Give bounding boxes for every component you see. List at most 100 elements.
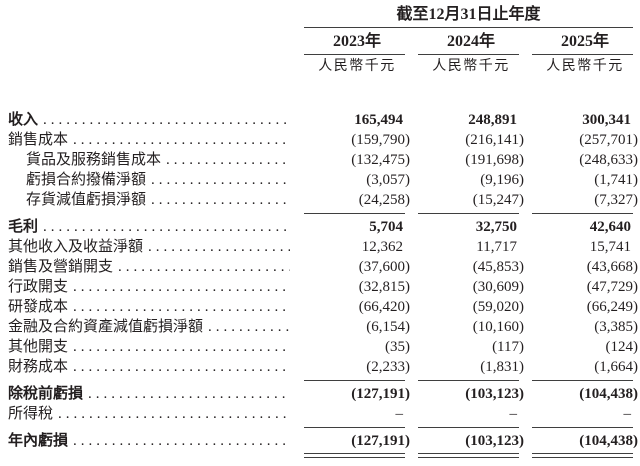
row-label: 銷售成本 [8,132,69,148]
cell-2023: 5,704 [369,219,403,235]
cell-2024: (10,160) [472,319,524,335]
dot-leader [151,190,290,210]
cell-2023: (159,790) [351,132,410,148]
dot-leader [118,257,290,277]
cell-2025: (104,438) [579,433,638,449]
column-rule [304,213,405,214]
row-label: 收入 [8,112,39,128]
cell-2023: (37,600) [358,259,410,275]
cell-2025: (47,729) [586,279,638,295]
dot-leader [73,297,290,317]
row-label: 其他收入及收益淨額 [8,239,144,255]
row-cost-of-sales: 銷售成本 (159,790) (216,141) (257,701) [8,130,638,150]
header-columns: 截至12月31日止年度 2023年 2024年 2025年 人民幣千元 人民幣千… [296,5,638,76]
cell-2025: (7,327) [594,192,638,208]
row-label: 年內虧損 [8,433,69,449]
column-rule [418,380,519,381]
cell-2023: (35) [385,339,410,355]
row-income-tax: 所得稅 – – – [8,404,638,424]
dot-leader [208,317,290,337]
cell-2025: (124) [605,339,639,355]
year-2024: 2024年 [446,33,495,50]
unit-row: 人民幣千元 人民幣千元 人民幣千元 [296,55,638,76]
row-selling-marketing-expenses: 銷售及營銷開支 (37,600) (45,853) (43,668) [8,257,638,277]
cell-2023: 12,362 [361,239,403,255]
cell-2023: (127,191) [351,433,410,449]
unit-label: 人民幣千元 [546,59,624,74]
dot-leader [73,277,290,297]
cell-2024: (59,020) [472,299,524,315]
row-rd-costs: 研發成本 (66,420) (59,020) (66,249) [8,297,638,317]
cell-2024: (103,123) [465,433,524,449]
cell-2023: – [395,406,404,422]
row-other-income: 其他收入及收益淨額 12,362 11,717 15,741 [8,237,638,257]
row-onerous-contract-provision: 虧損合約撥備淨額 (3,057) (9,196) (1,741) [8,170,638,190]
unit-label: 人民幣千元 [432,59,510,74]
cell-2024: 248,891 [468,112,517,128]
table-body: 收入 165,494 248,891 300,341 銷售成本 (159,790… [8,110,638,460]
year-rule-row [296,51,638,55]
row-other-expenses: 其他開支 (35) (117) (124) [8,337,638,357]
dot-leader [73,431,290,451]
row-label: 財務成本 [8,359,69,375]
cell-2023: (6,154) [366,319,410,335]
dot-leader [148,237,290,257]
row-cost-of-goods-and-services: 貨品及服務銷售成本 (132,475) (191,698) (248,633) [8,150,638,170]
row-revenue: 收入 165,494 248,891 300,341 [8,110,638,130]
year-rule [418,54,519,55]
cell-2024: 32,750 [475,219,517,235]
row-label: 行政開支 [8,279,69,295]
year-2023: 2023年 [332,33,381,50]
column-rule [304,380,405,381]
dot-leader [151,170,290,190]
cell-2025: (257,701) [579,132,638,148]
cell-2023: (32,815) [358,279,410,295]
double-rule [532,453,633,458]
header-spacer [8,5,296,76]
dot-leader [88,384,290,404]
cell-2024: – [509,406,518,422]
cell-2024: (216,141) [465,132,524,148]
cell-2025: (1,664) [594,359,638,375]
cell-2024: (15,247) [472,192,524,208]
cell-2023: (132,475) [351,152,410,168]
cell-2025: (248,633) [579,152,638,168]
row-loss-for-year: 年內虧損 (127,191) (103,123) (104,438) [8,431,638,451]
cell-2023: (127,191) [351,386,410,402]
row-label: 銷售及營銷開支 [8,259,114,275]
cell-2025: 42,640 [589,219,631,235]
double-rule [304,453,405,458]
column-rule [532,380,633,381]
cell-2024: (45,853) [472,259,524,275]
row-financial-contract-asset-impairment: 金融及合約資產減值虧損淨額 (6,154) (10,160) (3,385) [8,317,638,337]
row-label: 貨品及服務銷售成本 [26,152,162,168]
column-rule [532,213,633,214]
cell-2025: 15,741 [589,239,631,255]
row-administrative-expenses: 行政開支 (32,815) (30,609) (47,729) [8,277,638,297]
subtotal-rule-row [8,210,638,217]
cell-2024: (30,609) [472,279,524,295]
row-label: 存貨減值虧損淨額 [26,192,147,208]
cell-2024: (191,698) [465,152,524,168]
year-rule [304,54,405,55]
column-rule [532,427,633,428]
double-rule [418,453,519,458]
row-gross-profit: 毛利 5,704 32,750 42,640 [8,217,638,237]
dot-leader [166,150,290,170]
column-rule [304,427,405,428]
cell-2023: (2,233) [366,359,410,375]
cell-2025: – [623,406,632,422]
column-rule [418,213,519,214]
subtotal-rule-row [8,424,638,431]
unit-label: 人民幣千元 [318,59,396,74]
cell-2023: (24,258) [358,192,410,208]
cell-2025: (43,668) [586,259,638,275]
year-rule [532,54,633,55]
cell-2024: (103,123) [465,386,524,402]
dot-leader [73,357,290,377]
cell-2023: 165,494 [354,112,403,128]
cell-2024: 11,717 [476,239,517,255]
row-loss-before-tax: 除稅前虧損 (127,191) (103,123) (104,438) [8,384,638,404]
cell-2024: (117) [492,339,524,355]
